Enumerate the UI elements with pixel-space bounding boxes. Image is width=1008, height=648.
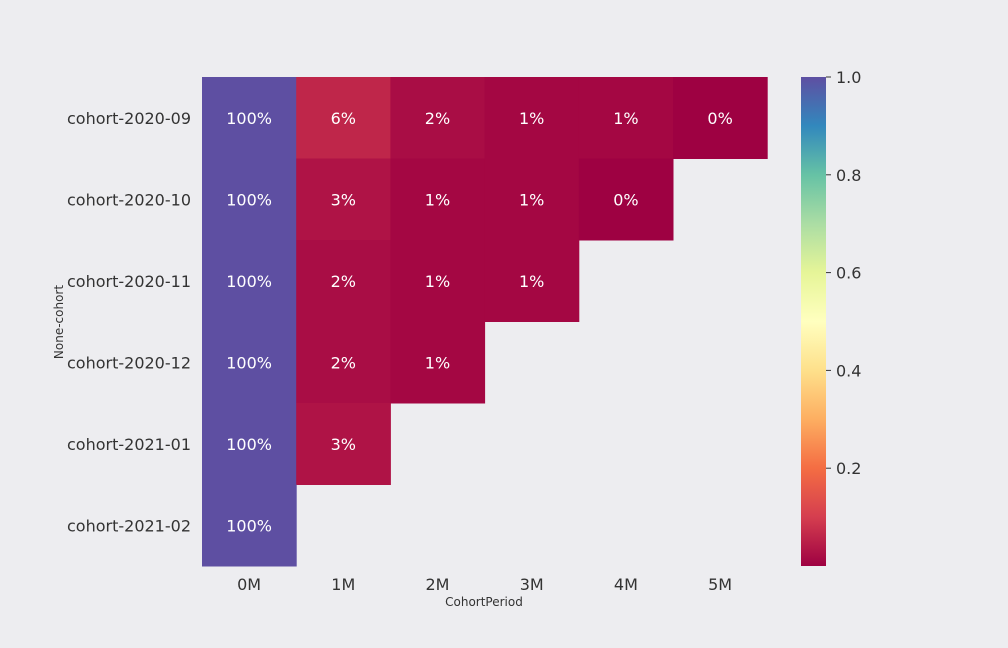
colorbar-tick-label: 0.4 — [836, 361, 861, 380]
cell-value-label: 1% — [425, 190, 450, 209]
heatmap-cell — [202, 484, 297, 567]
y-tick-label: cohort-2021-01 — [67, 435, 191, 454]
cell-value-label: 2% — [331, 353, 356, 372]
heatmap-cell — [296, 77, 391, 159]
heatmap-cell — [202, 77, 297, 159]
heatmap-cell — [202, 321, 297, 404]
heatmap-cell-labels: 100% 6% 2% 1% 1% 0% 100% 3% 1% 1% 0% 100% 2% 1% 1% 100%… — [226, 109, 733, 536]
cell-value-label: 1% — [613, 109, 638, 128]
cell-value-label: 1% — [519, 109, 544, 128]
heatmap-cell — [578, 77, 674, 159]
heatmap-cell — [296, 403, 391, 485]
cell-value-label: 3% — [331, 190, 356, 209]
x-tick-label: 4M — [614, 575, 638, 594]
colorbar-tick-label: 0.6 — [836, 264, 861, 283]
colorbar — [801, 77, 826, 566]
cell-value-label: 1% — [519, 190, 544, 209]
y-tick-label: cohort-2021-02 — [67, 516, 191, 535]
heatmap-cell — [484, 158, 580, 241]
x-tick-label: 3M — [520, 575, 544, 594]
colorbar-tick-label: 1.0 — [836, 68, 861, 87]
x-tick-label: 1M — [331, 575, 355, 594]
cell-value-label: 1% — [425, 353, 450, 372]
cell-value-label: 0% — [613, 190, 638, 209]
heatmap-cell — [484, 240, 580, 322]
y-axis-title: None-cohort — [52, 285, 66, 359]
heatmap-cell — [390, 240, 486, 322]
heatmap-cell — [390, 321, 486, 404]
x-tick-labels: 0M 1M 2M 3M 4M 5M — [237, 575, 732, 594]
x-tick-label: 0M — [237, 575, 261, 594]
heatmap-cell — [296, 321, 391, 404]
colorbar-tick-label: 0.2 — [836, 459, 861, 478]
y-tick-label: cohort-2020-10 — [67, 190, 191, 209]
cell-value-label: 100% — [226, 190, 272, 209]
heatmap-cell — [673, 77, 768, 159]
heatmap-cell — [484, 77, 580, 159]
cell-value-label: 2% — [331, 272, 356, 291]
heatmap-cell — [296, 240, 391, 322]
heatmap-cell — [202, 403, 297, 485]
y-tick-label: cohort-2020-11 — [67, 272, 191, 291]
colorbar-ticks: 0.2 0.4 0.6 0.8 1.0 — [826, 68, 861, 478]
heatmap-cell — [390, 77, 486, 159]
cell-value-label: 100% — [226, 435, 272, 454]
heatmap-cells — [202, 77, 768, 567]
x-tick-label: 5M — [708, 575, 732, 594]
heatmap-cell — [390, 158, 486, 241]
cell-value-label: 3% — [331, 435, 356, 454]
heatmap-cell — [202, 158, 297, 241]
heatmap-cell — [202, 240, 297, 322]
cell-value-label: 0% — [707, 109, 732, 128]
cell-value-label: 1% — [425, 272, 450, 291]
cell-value-label: 2% — [425, 109, 450, 128]
colorbar-tick-label: 0.8 — [836, 166, 861, 185]
y-tick-label: cohort-2020-09 — [67, 109, 191, 128]
cell-value-label: 1% — [519, 272, 544, 291]
y-tick-label: cohort-2020-12 — [67, 353, 191, 372]
x-tick-label: 2M — [426, 575, 450, 594]
cell-value-label: 100% — [226, 353, 272, 372]
heatmap-cell — [296, 158, 391, 241]
y-tick-labels: cohort-2020-09 cohort-2020-10 cohort-2020-… — [67, 109, 191, 536]
cell-value-label: 100% — [226, 272, 272, 291]
cell-value-label: 6% — [331, 109, 356, 128]
heatmap-cell — [578, 158, 674, 241]
cell-value-label: 100% — [226, 516, 272, 535]
x-axis-title: CohortPeriod — [445, 595, 523, 609]
cell-value-label: 100% — [226, 109, 272, 128]
